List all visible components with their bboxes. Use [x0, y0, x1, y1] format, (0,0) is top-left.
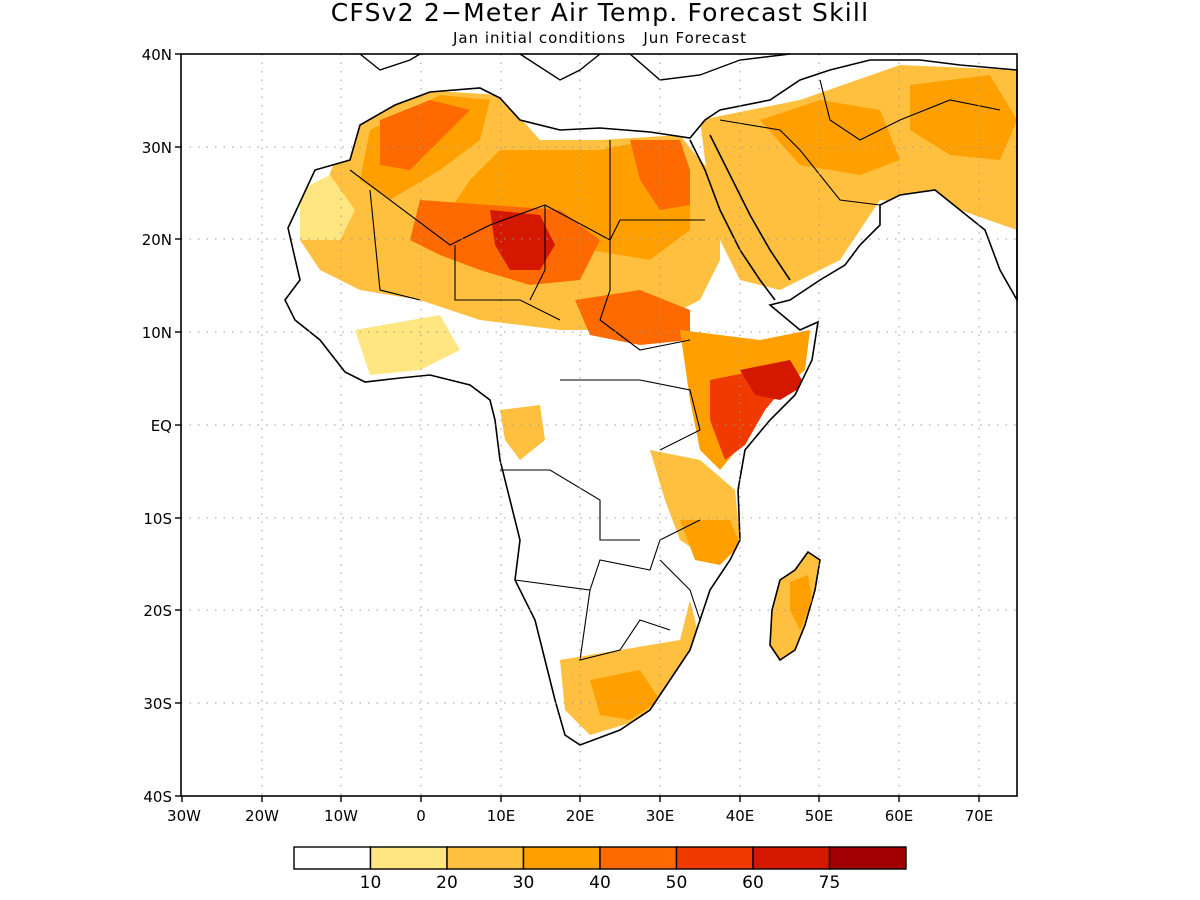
lon-label: 40E [726, 807, 755, 825]
colorbar-label: 10 [360, 873, 382, 893]
lat-label: 10S [143, 510, 172, 528]
colorbar-swatch [522, 846, 601, 870]
skill-shading-layer [300, 65, 1017, 735]
lon-label: 50E [805, 807, 834, 825]
lon-label: 10W [324, 807, 358, 825]
colorbar-swatch [599, 846, 678, 870]
lon-label: 30W [167, 807, 201, 825]
coastline [284, 59, 1018, 746]
red-sea-coast-west [689, 139, 776, 301]
lat-label: 40N [142, 46, 172, 64]
madagascar-shading [790, 575, 812, 630]
colorbar: 10 20 30 40 50 60 75 [293, 846, 907, 893]
colorbar-label: 40 [589, 873, 611, 893]
longitude-labels: 30W 20W 10W 0 10E 20E 30E 40E 50E 60E 70… [167, 807, 993, 825]
lon-label: 10E [487, 807, 516, 825]
colorbar-label: 20 [436, 873, 458, 893]
lon-label: 70E [965, 807, 994, 825]
lat-label: EQ [151, 417, 172, 435]
lon-label: 20E [566, 807, 595, 825]
lat-label: 40S [143, 788, 172, 806]
colorbar-swatch [828, 846, 907, 870]
colorbar-swatch [675, 846, 754, 870]
lon-label: 60E [885, 807, 914, 825]
lat-label: 20S [143, 602, 172, 620]
lon-label: 30E [646, 807, 675, 825]
balkans-turkey-coast [629, 53, 791, 81]
lat-label: 30N [142, 139, 172, 157]
italy-coast [519, 53, 601, 81]
country-borders [349, 79, 1001, 661]
map-subtitle: Jan initial conditions Jun Forecast [452, 29, 748, 47]
colorbar-label: 60 [742, 873, 764, 893]
graticule [181, 54, 1017, 796]
colorbar-label: 30 [513, 873, 535, 893]
colorbar-swatch [369, 846, 448, 870]
colorbar-label: 75 [819, 873, 841, 893]
lat-label: 20N [142, 231, 172, 249]
axis-ticks [175, 53, 980, 802]
colorbar-label: 50 [666, 873, 688, 893]
colorbar-swatch [293, 846, 372, 870]
latitude-labels: 40N 30N 20N 10N EQ 10S 20S 30S 40S [142, 46, 172, 806]
colorbar-swatch [446, 846, 525, 870]
lat-label: 30S [143, 695, 172, 713]
colorbar-swatch [752, 846, 831, 870]
iberia-coast [359, 53, 421, 71]
red-sea-coast-east [709, 134, 791, 281]
lon-label: 20W [245, 807, 279, 825]
lat-label: 10N [142, 324, 172, 342]
map-title: CFSv2 2−Meter Air Temp. Forecast Skill [330, 0, 870, 27]
lon-label: 0 [416, 807, 426, 825]
